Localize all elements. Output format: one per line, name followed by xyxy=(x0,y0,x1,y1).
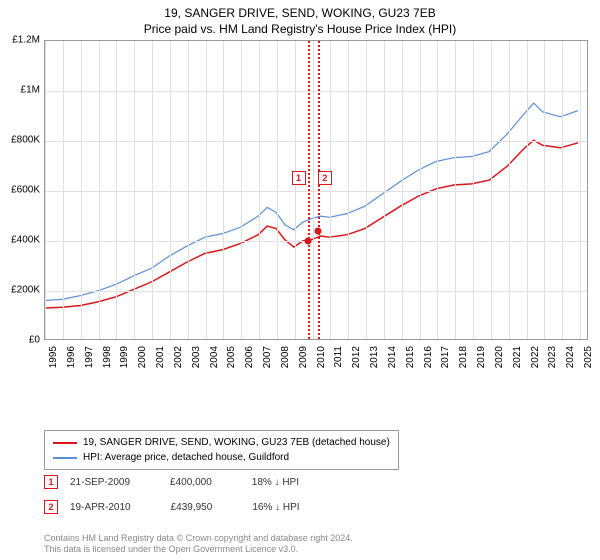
y-axis-label: £0 xyxy=(29,335,40,346)
x-axis-label: 2012 xyxy=(351,346,362,368)
y-axis-label: £1.2M xyxy=(12,35,40,46)
sale-price-2: £439,950 xyxy=(171,502,213,513)
x-axis-label: 2024 xyxy=(565,346,576,368)
x-axis-label: 2007 xyxy=(262,346,273,368)
legend-item: 19, SANGER DRIVE, SEND, WOKING, GU23 7EB… xyxy=(53,435,390,450)
x-axis-label: 2017 xyxy=(440,346,451,368)
footer-line-1: Contains HM Land Registry data © Crown c… xyxy=(44,533,353,545)
chart-marker-1: 1 xyxy=(292,171,306,185)
x-axis-label: 1999 xyxy=(119,346,130,368)
chart-title: 19, SANGER DRIVE, SEND, WOKING, GU23 7EB xyxy=(0,0,600,22)
x-axis-label: 2013 xyxy=(369,346,380,368)
x-axis-label: 2023 xyxy=(547,346,558,368)
line-series-svg xyxy=(45,41,587,339)
chart-marker-2: 2 xyxy=(318,171,332,185)
x-axis-label: 2000 xyxy=(137,346,148,368)
legend-item: HPI: Average price, detached house, Guil… xyxy=(53,450,390,465)
sale-price-1: £400,000 xyxy=(170,477,212,488)
x-axis-label: 2004 xyxy=(209,346,220,368)
chart-subtitle: Price paid vs. HM Land Registry's House … xyxy=(0,22,600,38)
sale-date-2: 19-APR-2010 xyxy=(70,502,131,513)
x-axis-label: 2018 xyxy=(458,346,469,368)
chart-area: 12 £0£200K£400K£600K£800K£1M£1.2M1995199… xyxy=(0,40,600,380)
x-axis-label: 2021 xyxy=(512,346,523,368)
x-axis-label: 2003 xyxy=(191,346,202,368)
y-axis-label: £1M xyxy=(21,85,40,96)
x-axis-label: 2008 xyxy=(280,346,291,368)
x-axis-label: 2010 xyxy=(316,346,327,368)
sale-delta-1: 18% ↓ HPI xyxy=(252,477,299,488)
footer-line-2: This data is licensed under the Open Gov… xyxy=(44,544,353,556)
x-axis-label: 2001 xyxy=(155,346,166,368)
x-axis-label: 1996 xyxy=(66,346,77,368)
x-axis-label: 2019 xyxy=(476,346,487,368)
x-axis-label: 1998 xyxy=(102,346,113,368)
x-axis-label: 2014 xyxy=(387,346,398,368)
x-axis-label: 2016 xyxy=(423,346,434,368)
plot-area: 12 xyxy=(44,40,588,340)
x-axis-label: 2022 xyxy=(530,346,541,368)
sale-row-1: 1 21-SEP-2009 £400,000 18% ↓ HPI xyxy=(44,475,299,489)
x-axis-label: 2015 xyxy=(405,346,416,368)
x-axis-label: 2006 xyxy=(244,346,255,368)
chart-container: 19, SANGER DRIVE, SEND, WOKING, GU23 7EB… xyxy=(0,0,600,560)
y-axis-label: £800K xyxy=(11,135,40,146)
y-axis-label: £200K xyxy=(11,285,40,296)
x-axis-label: 2009 xyxy=(298,346,309,368)
x-axis-label: 2005 xyxy=(226,346,237,368)
x-axis-label: 1997 xyxy=(84,346,95,368)
sale-delta-2: 16% ↓ HPI xyxy=(252,502,299,513)
x-axis-label: 1995 xyxy=(48,346,59,368)
sale-marker-2: 2 xyxy=(44,500,58,514)
sale-row-2: 2 19-APR-2010 £439,950 16% ↓ HPI xyxy=(44,500,300,514)
x-axis-label: 2025 xyxy=(583,346,594,368)
x-axis-label: 2011 xyxy=(333,346,344,368)
legend: 19, SANGER DRIVE, SEND, WOKING, GU23 7EB… xyxy=(44,430,399,470)
sale-date-1: 21-SEP-2009 xyxy=(70,477,130,488)
footer-attribution: Contains HM Land Registry data © Crown c… xyxy=(44,533,353,556)
x-axis-label: 2020 xyxy=(494,346,505,368)
y-axis-label: £600K xyxy=(11,185,40,196)
sale-marker-1: 1 xyxy=(44,475,58,489)
x-axis-label: 2002 xyxy=(173,346,184,368)
y-axis-label: £400K xyxy=(11,235,40,246)
